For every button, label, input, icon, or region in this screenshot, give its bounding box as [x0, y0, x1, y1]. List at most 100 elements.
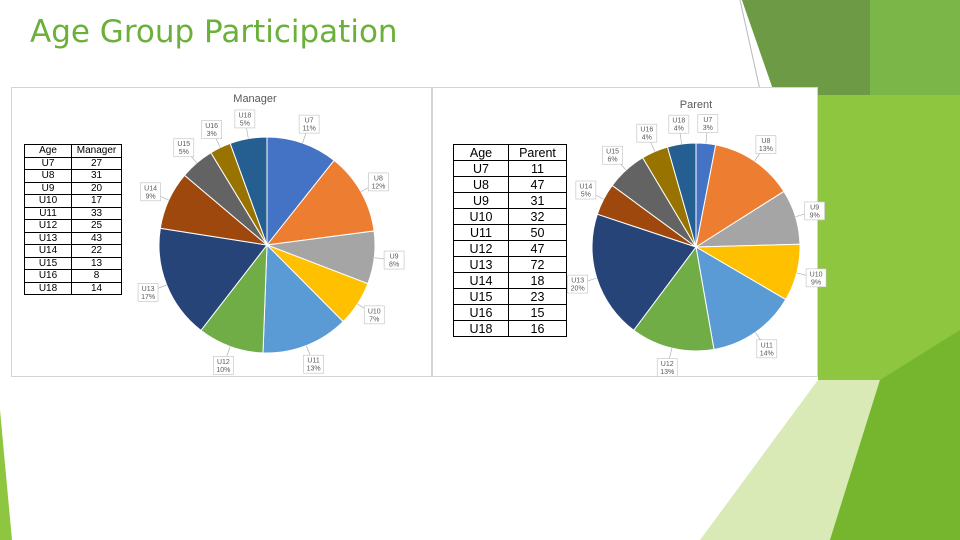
data-label-box — [383, 250, 405, 270]
table-row: U16 15 — [453, 304, 567, 321]
data-label-box — [213, 356, 234, 375]
manager-data-table: Age Manager U7 27 U8 31 U9 20 U10 17 U11 33 U12 25 U… — [24, 144, 122, 295]
data-label-percent: 9% — [810, 212, 820, 219]
data-label-percent: 17% — [141, 294, 155, 301]
table-row: U13 72 — [453, 256, 567, 273]
decor-facet-lower-light — [700, 380, 880, 540]
data-label-percent: 8% — [389, 262, 399, 269]
table-cell-value: 14 — [71, 281, 122, 295]
data-label-category: U10 — [810, 271, 823, 278]
data-label-category: U11 — [307, 358, 319, 365]
decor-facet-left — [0, 410, 12, 540]
parent-data-table: Age Parent U7 11 U8 47 U9 31 U10 32 U11 50 U12 47 U1… — [453, 144, 567, 337]
data-label-box — [368, 172, 389, 192]
data-label-percent: 11% — [302, 126, 316, 133]
data-label-percent: 13% — [307, 366, 321, 373]
table-cell-value: 47 — [508, 240, 567, 257]
data-label-box — [298, 114, 320, 134]
data-label-category: U7 — [703, 117, 712, 124]
data-label-box — [636, 123, 658, 143]
table-cell-value: 13 — [71, 256, 122, 270]
table-cell-value: 50 — [508, 224, 567, 241]
decor-facet-lower-mid — [830, 330, 960, 540]
table-cell-value: 43 — [71, 231, 122, 245]
data-label-category: U13 — [571, 278, 584, 285]
data-label-percent: 5% — [581, 192, 591, 199]
data-label-percent: 5% — [240, 120, 250, 127]
table-row: U10 32 — [453, 208, 567, 225]
table-cell-value: 23 — [508, 288, 567, 305]
pie-slice-u8 — [695, 144, 785, 249]
table-row: U16 8 — [24, 269, 122, 283]
data-label-box — [755, 135, 777, 154]
data-label-box — [173, 138, 195, 158]
data-label-category: U18 — [238, 112, 251, 119]
table-cell-age: U16 — [453, 304, 509, 321]
table-row: U12 25 — [24, 219, 122, 233]
table-row: U7 11 — [453, 160, 567, 177]
data-label-category: U10 — [368, 308, 381, 315]
table-row: U9 20 — [24, 181, 122, 195]
table-row: U18 16 — [453, 320, 567, 337]
data-label-box — [656, 358, 678, 377]
table-row: U8 47 — [453, 176, 567, 193]
pie-slice-u7 — [266, 136, 335, 247]
data-label-percent: 20% — [571, 286, 585, 293]
data-label-percent: 12% — [371, 183, 385, 190]
pie-slice-u8 — [265, 159, 375, 246]
data-label-percent: 14% — [760, 350, 774, 357]
data-label-box — [805, 268, 827, 288]
data-label-category: U16 — [205, 123, 218, 130]
table-row: U8 31 — [24, 169, 122, 183]
data-label-box — [602, 145, 623, 165]
data-label-category: U9 — [390, 254, 399, 261]
table-cell-value: 18 — [508, 272, 567, 289]
manager-chart-title: Manager — [233, 93, 277, 105]
data-label-box — [201, 120, 222, 139]
table-row: U18 14 — [24, 281, 122, 295]
data-label-box — [804, 201, 825, 221]
data-label-box — [697, 114, 719, 133]
data-label-category: U9 — [810, 204, 819, 211]
data-label-percent: 9% — [146, 193, 156, 200]
table-cell-value: 47 — [508, 176, 567, 193]
table-cell-value: 20 — [71, 181, 122, 195]
data-label-category: U15 — [606, 149, 619, 156]
pie-slice-u18 — [229, 136, 268, 246]
data-label-percent: 13% — [759, 146, 773, 153]
parent-pie-chart: Parent U73%U813%U99%U109%U1114%U1213%U13… — [567, 99, 827, 377]
data-label-box — [234, 109, 256, 129]
data-label-percent: 5% — [179, 149, 189, 156]
table-header-parent: Parent — [508, 144, 567, 161]
table-header-row: Age Parent — [453, 144, 567, 161]
data-label-percent: 9% — [811, 279, 821, 286]
data-label-box — [137, 283, 159, 302]
data-label-category: U14 — [579, 184, 592, 191]
table-cell-value: 15 — [508, 304, 567, 321]
table-header-row: Age Manager — [24, 144, 122, 158]
data-label-box — [303, 354, 324, 374]
data-label-box — [668, 114, 690, 134]
table-cell-age: U18 — [453, 320, 509, 337]
data-label-category: U14 — [144, 185, 157, 192]
pie-slice-u11 — [695, 246, 787, 351]
slide-title: Age Group Participation — [30, 14, 398, 50]
table-cell-value: 16 — [508, 320, 567, 337]
data-label-box — [363, 305, 385, 325]
data-label-category: U7 — [305, 118, 314, 125]
data-label-category: U12 — [217, 359, 230, 366]
data-label-box — [756, 339, 778, 359]
data-label-category: U18 — [672, 118, 685, 125]
data-label-box — [575, 180, 597, 200]
pie-slice-u11 — [262, 243, 344, 354]
data-label-percent: 3% — [703, 125, 713, 132]
data-label-percent: 4% — [642, 135, 652, 142]
data-label-category: U8 — [374, 175, 383, 182]
data-label-percent: 13% — [660, 369, 674, 376]
decor-facet-top-dark — [742, 0, 870, 95]
data-label-box — [567, 274, 588, 294]
parent-chart-title: Parent — [680, 99, 712, 111]
data-label-category: U15 — [177, 141, 190, 148]
